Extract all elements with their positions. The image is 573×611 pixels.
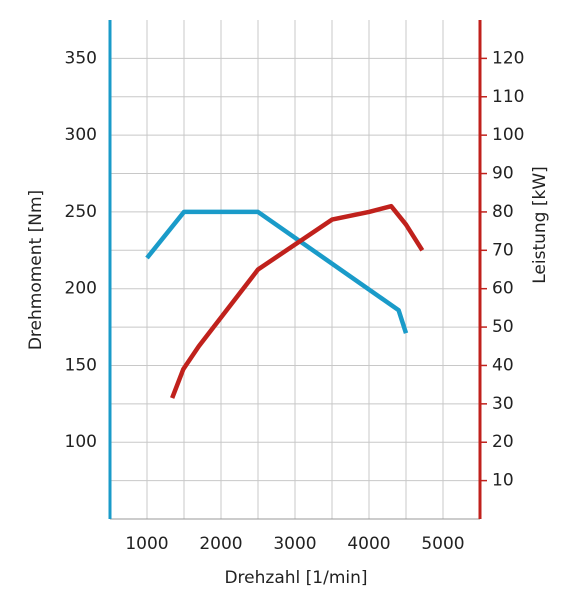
y-tick-label: 300 xyxy=(65,125,97,145)
series-line xyxy=(170,203,425,399)
y-tick-label: 150 xyxy=(65,355,97,375)
y2-tick-label: 60 xyxy=(492,279,514,299)
grid xyxy=(110,20,480,519)
y2-tick-label: 120 xyxy=(492,48,524,68)
y-tick-label: 350 xyxy=(65,48,97,68)
y2-tick-label: 90 xyxy=(492,164,514,184)
y2-tick-label: 50 xyxy=(492,317,514,337)
y2-axis-title: Leistung [kW] xyxy=(530,166,550,284)
x-tick-label: 4000 xyxy=(347,534,390,554)
x-tick-label: 3000 xyxy=(273,534,316,554)
x-tick-label: 5000 xyxy=(421,534,464,554)
y-tick-label: 200 xyxy=(65,279,97,299)
x-tick-label: 2000 xyxy=(199,534,242,554)
y-tick-label: 250 xyxy=(65,202,97,222)
series-line xyxy=(145,209,409,334)
y2-tick-label: 40 xyxy=(492,355,514,375)
y2-tick-label: 110 xyxy=(492,87,524,107)
x-tick-label: 1000 xyxy=(125,534,168,554)
y2-tick-label: 100 xyxy=(492,125,524,145)
y-tick-label: 100 xyxy=(65,432,97,452)
y2-tick-label: 70 xyxy=(492,240,514,260)
y-axis-title: Drehmoment [Nm] xyxy=(26,190,46,350)
y2-tick-label: 10 xyxy=(492,471,514,491)
x-axis-title: Drehzahl [1/min] xyxy=(224,568,367,588)
y2-tick-label: 20 xyxy=(492,432,514,452)
y2-tick-label: 80 xyxy=(492,202,514,222)
y2-tick-label: 30 xyxy=(492,394,514,414)
